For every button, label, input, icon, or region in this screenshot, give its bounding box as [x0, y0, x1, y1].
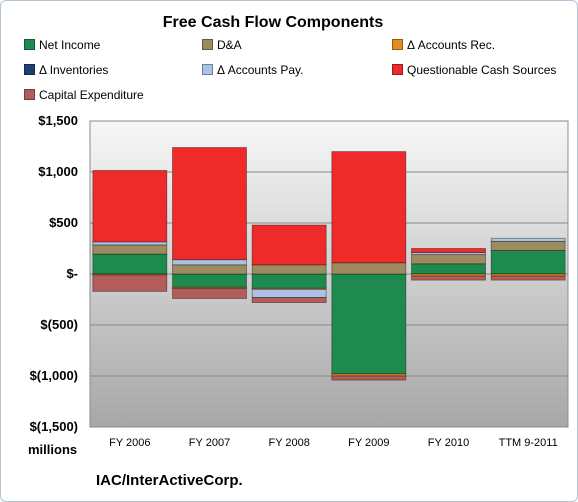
bar-segment	[251, 273, 327, 289]
x-tick-label: FY 2006	[109, 437, 150, 449]
x-tick-label: FY 2010	[428, 437, 469, 449]
bar-segment	[331, 273, 407, 375]
company-label: IAC/InterActiveCorp.	[96, 472, 243, 489]
legend-swatch	[24, 89, 35, 100]
x-tick-label: FY 2009	[348, 437, 389, 449]
bar-segment	[490, 250, 566, 275]
legend-item: D&A	[202, 38, 242, 52]
bar-segment	[331, 151, 407, 264]
y-tick-label: $500	[49, 215, 78, 230]
legend-swatch	[202, 64, 213, 75]
bar-segment	[92, 274, 168, 292]
y-tick-label: $1,000	[38, 164, 78, 179]
bar-segment	[490, 237, 566, 242]
bar-segment	[251, 297, 327, 303]
x-tick-label: TTM 9-2011	[499, 437, 558, 449]
legend-swatch	[24, 64, 35, 75]
bar-segment	[331, 375, 407, 381]
legend-item: Questionable Cash Sources	[392, 63, 556, 77]
bar-segment	[251, 224, 327, 266]
bar-segment	[411, 275, 486, 281]
bar-segment	[172, 147, 247, 261]
bar-segment	[172, 287, 247, 299]
bar-segment	[172, 273, 247, 288]
bar-segment	[92, 244, 168, 255]
bar-segment	[92, 253, 168, 275]
legend-label: Δ Accounts Rec.	[407, 38, 496, 52]
y-tick-label: $1,500	[38, 113, 78, 128]
x-tick-label: FY 2007	[189, 437, 230, 449]
bar-segment	[411, 248, 486, 253]
legend-swatch	[392, 64, 403, 75]
bar-segment	[92, 241, 168, 246]
legend-swatch	[24, 39, 35, 50]
legend-swatch	[202, 39, 213, 50]
legend-label: Questionable Cash Sources	[407, 63, 557, 77]
bar-segment	[172, 264, 247, 275]
legend-item: Net Income	[24, 38, 100, 52]
legend-label: Net Income	[39, 38, 101, 52]
y-tick-label: $(1,000)	[30, 368, 78, 383]
legend-label: D&A	[217, 38, 242, 52]
legend-item: Δ Accounts Rec.	[392, 38, 495, 52]
chart-title: Free Cash Flow Components	[162, 14, 384, 31]
x-tick-label: FY 2008	[268, 437, 309, 449]
y-tick-label: $(1,500)	[30, 419, 78, 434]
legend-label: Capital Expenditure	[39, 88, 144, 102]
legend-item: Δ Accounts Pay.	[202, 63, 304, 77]
y-tick-label: $-	[66, 266, 78, 281]
bar-segment	[490, 240, 566, 251]
legend-swatch	[392, 39, 403, 50]
legend-label: Δ Accounts Pay.	[217, 63, 304, 77]
legend-item: Capital Expenditure	[24, 88, 144, 102]
bar-segment	[411, 263, 486, 275]
bar-segment	[251, 288, 327, 298]
bar-segment	[251, 264, 327, 275]
legend-label: Δ Inventories	[39, 63, 109, 77]
bar-segment	[490, 275, 566, 281]
bar-segment	[92, 170, 168, 243]
legend-item: Δ Inventories	[24, 63, 108, 77]
units-label: millions	[28, 442, 78, 457]
bar-segment	[411, 254, 486, 265]
y-tick-label: $(500)	[40, 317, 78, 332]
bar-segment	[331, 262, 407, 275]
bar-segment	[172, 259, 247, 266]
